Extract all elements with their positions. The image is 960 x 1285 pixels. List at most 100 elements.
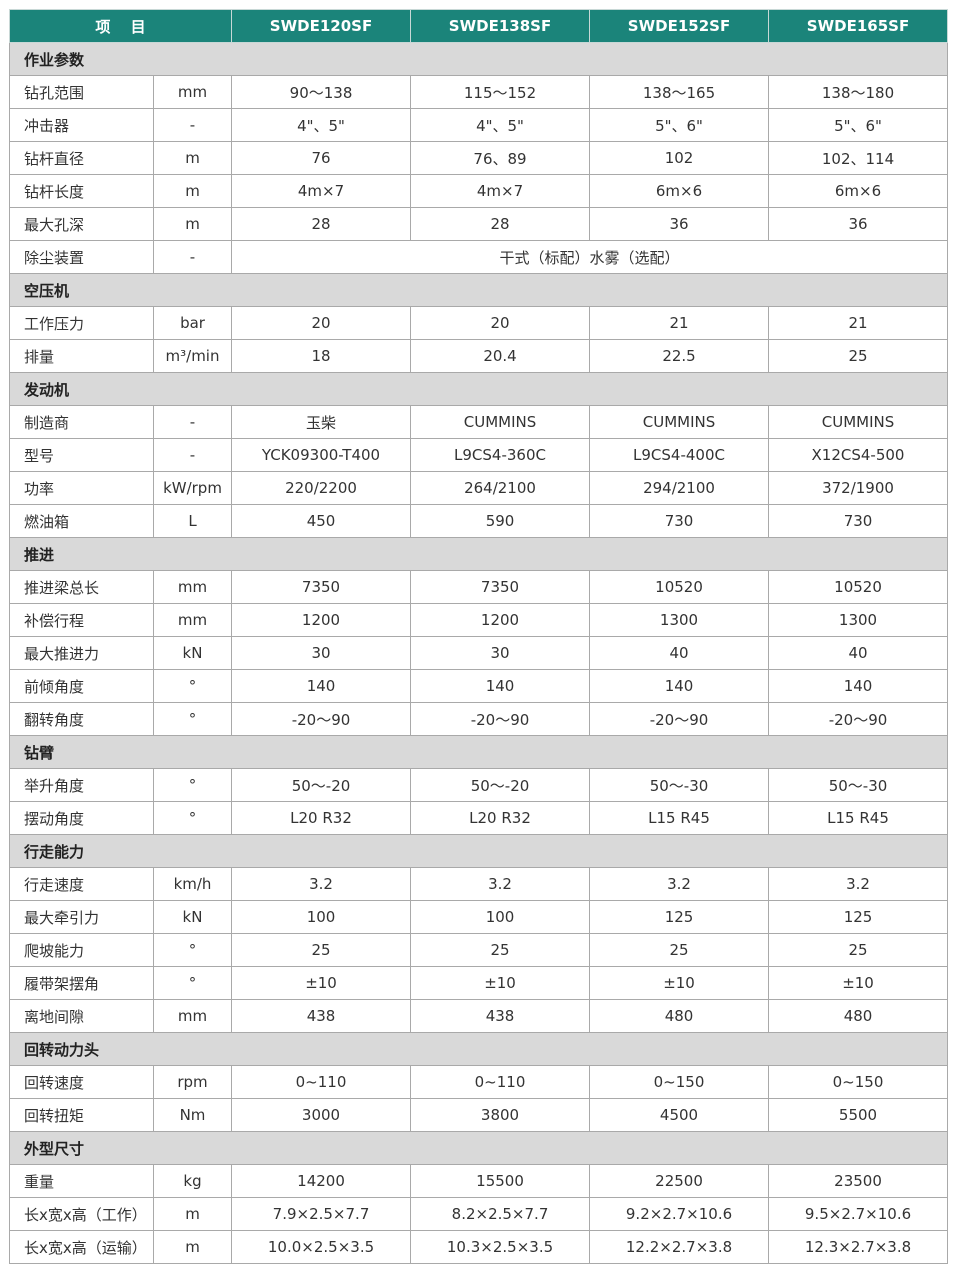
row-value: 25 [410, 933, 591, 967]
row-value: 220/2200 [231, 471, 412, 505]
table-row: 最大孔深 m 28 28 36 36 [9, 207, 949, 241]
row-unit: kN [152, 636, 233, 670]
row-value: 372/1900 [768, 471, 949, 505]
table-row: 工作压力 bar 20 20 21 21 [9, 306, 949, 340]
row-value: 22.5 [589, 339, 770, 373]
row-unit: m [152, 207, 233, 241]
row-value: 20 [231, 306, 412, 340]
row-unit: m [152, 1230, 233, 1264]
section-title: 推进 [8, 537, 949, 571]
row-value: 20.4 [410, 339, 591, 373]
row-value: 3800 [410, 1098, 591, 1132]
row-value: 438 [410, 999, 591, 1033]
row-value: L15 R45 [589, 801, 770, 835]
header-model: SWDE152SF [589, 9, 770, 43]
row-value: 140 [589, 669, 770, 703]
section-row: 行走能力 [8, 834, 949, 868]
row-label: 型号 [9, 438, 154, 472]
row-unit: L [152, 504, 233, 538]
row-value: -20～90 [231, 702, 412, 736]
row-label: 前倾角度 [9, 669, 154, 703]
row-label: 最大牵引力 [9, 900, 154, 934]
row-value: 9.5×2.7×10.6 [768, 1197, 949, 1231]
row-unit: ° [152, 768, 233, 802]
row-value: 1300 [589, 603, 770, 637]
row-value: 138～180 [768, 75, 949, 109]
row-value-merged: 干式（标配）水雾（选配） [231, 240, 949, 274]
row-value: ±10 [410, 966, 591, 1000]
row-value: 10.3×2.5×3.5 [410, 1230, 591, 1264]
row-value: 30 [410, 636, 591, 670]
row-value: 28 [231, 207, 412, 241]
row-value: -20～90 [410, 702, 591, 736]
table-row: 爬坡能力 ° 25 25 25 25 [9, 933, 949, 967]
row-value: -20～90 [768, 702, 949, 736]
table-row: 最大牵引力 kN 100 100 125 125 [9, 900, 949, 934]
row-unit: - [152, 240, 233, 274]
table-row: 钻孔范围 mm 90～138 115～152 138～165 138～180 [9, 75, 949, 109]
row-value: 玉柴 [231, 405, 412, 439]
header-model: SWDE165SF [768, 9, 949, 43]
section-title: 回转动力头 [8, 1032, 949, 1066]
row-label: 回转扭矩 [9, 1098, 154, 1132]
row-value: 6m×6 [768, 174, 949, 208]
row-value: 0~110 [410, 1065, 591, 1099]
row-value: 21 [768, 306, 949, 340]
row-label: 行走速度 [9, 867, 154, 901]
row-label: 爬坡能力 [9, 933, 154, 967]
section-row: 外型尺寸 [8, 1131, 949, 1165]
row-value: CUMMINS [410, 405, 591, 439]
row-value: L20 R32 [410, 801, 591, 835]
row-value: 10.0×2.5×3.5 [231, 1230, 412, 1264]
row-value: -20～90 [589, 702, 770, 736]
row-value: 12.2×2.7×3.8 [589, 1230, 770, 1264]
row-value: 294/2100 [589, 471, 770, 505]
row-value: L9CS4-360C [410, 438, 591, 472]
row-label: 工作压力 [9, 306, 154, 340]
table-row: 钻杆长度 m 4m×7 4m×7 6m×6 6m×6 [9, 174, 949, 208]
table-row: 回转速度 rpm 0~110 0~110 0~150 0~150 [9, 1065, 949, 1099]
row-value: 14200 [231, 1164, 412, 1198]
spec-table: 项 目 SWDE120SF SWDE138SF SWDE152SF SWDE16… [8, 9, 949, 1264]
row-label: 推进梁总长 [9, 570, 154, 604]
row-value: 50～-20 [231, 768, 412, 802]
row-value: 7350 [410, 570, 591, 604]
row-unit: ° [152, 669, 233, 703]
row-label: 离地间隙 [9, 999, 154, 1033]
section-row: 钻臂 [8, 735, 949, 769]
row-value: ±10 [231, 966, 412, 1000]
table-row: 燃油箱 L 450 590 730 730 [9, 504, 949, 538]
row-value: 4"、5" [410, 108, 591, 142]
row-value: 23500 [768, 1164, 949, 1198]
table-row: 履带架摆角 ° ±10 ±10 ±10 ±10 [9, 966, 949, 1000]
row-label: 燃油箱 [9, 504, 154, 538]
row-label: 钻孔范围 [9, 75, 154, 109]
table-row: 摆动角度 ° L20 R32 L20 R32 L15 R45 L15 R45 [9, 801, 949, 835]
row-value: 7.9×2.5×7.7 [231, 1197, 412, 1231]
row-unit: rpm [152, 1065, 233, 1099]
table-row: 除尘装置 - 干式（标配）水雾（选配） [9, 240, 949, 274]
row-label: 摆动角度 [9, 801, 154, 835]
table-row: 功率 kW/rpm 220/2200 264/2100 294/2100 372/1900 [9, 471, 949, 505]
row-value: X12CS4-500 [768, 438, 949, 472]
row-value: 50～-20 [410, 768, 591, 802]
row-unit: mm [152, 603, 233, 637]
table-row: 补偿行程 mm 1200 1200 1300 1300 [9, 603, 949, 637]
table-row: 长x宽x高（工作） m 7.9×2.5×7.7 8.2×2.5×7.7 9.2×2.7×… [9, 1197, 949, 1231]
row-value: 22500 [589, 1164, 770, 1198]
row-value: 8.2×2.5×7.7 [410, 1197, 591, 1231]
row-label: 举升角度 [9, 768, 154, 802]
row-value: 12.3×2.7×3.8 [768, 1230, 949, 1264]
row-value: 28 [410, 207, 591, 241]
row-value: 76 [231, 141, 412, 175]
row-value: L15 R45 [768, 801, 949, 835]
row-value: ±10 [589, 966, 770, 1000]
row-value: 100 [410, 900, 591, 934]
table-row: 钻杆直径 m 76 76、89 102 102、114 [9, 141, 949, 175]
row-value: 15500 [410, 1164, 591, 1198]
row-unit: mm [152, 999, 233, 1033]
table-row: 推进梁总长 mm 7350 7350 10520 10520 [9, 570, 949, 604]
row-value: 5500 [768, 1098, 949, 1132]
row-value: 102 [589, 141, 770, 175]
row-value: 4"、5" [231, 108, 412, 142]
